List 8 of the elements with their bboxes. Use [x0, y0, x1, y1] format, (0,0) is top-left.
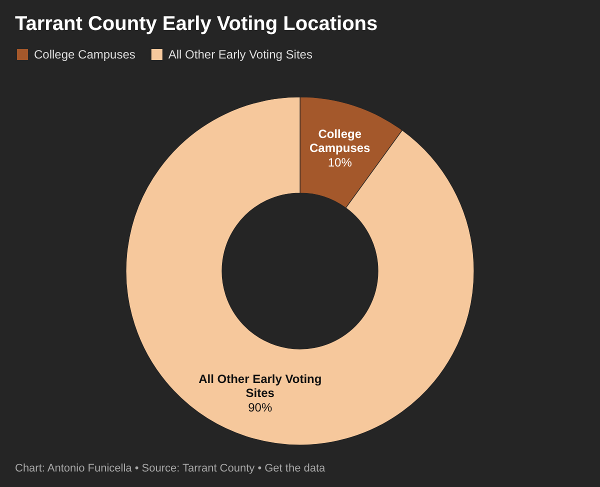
data-label: 90% [248, 400, 272, 415]
data-label: 10% [328, 155, 352, 170]
slice-label: College Campuses [310, 126, 371, 155]
legend-label: College Campuses [34, 48, 136, 62]
legend-label: All Other Early Voting Sites [168, 48, 312, 62]
slice-label: All Other Early Voting Sites [198, 372, 322, 400]
chart-title: Tarrant County Early Voting Locations [15, 13, 378, 35]
text: Chart: Antonio Funicella • Source: Tarrant County • Get the data [15, 462, 326, 474]
